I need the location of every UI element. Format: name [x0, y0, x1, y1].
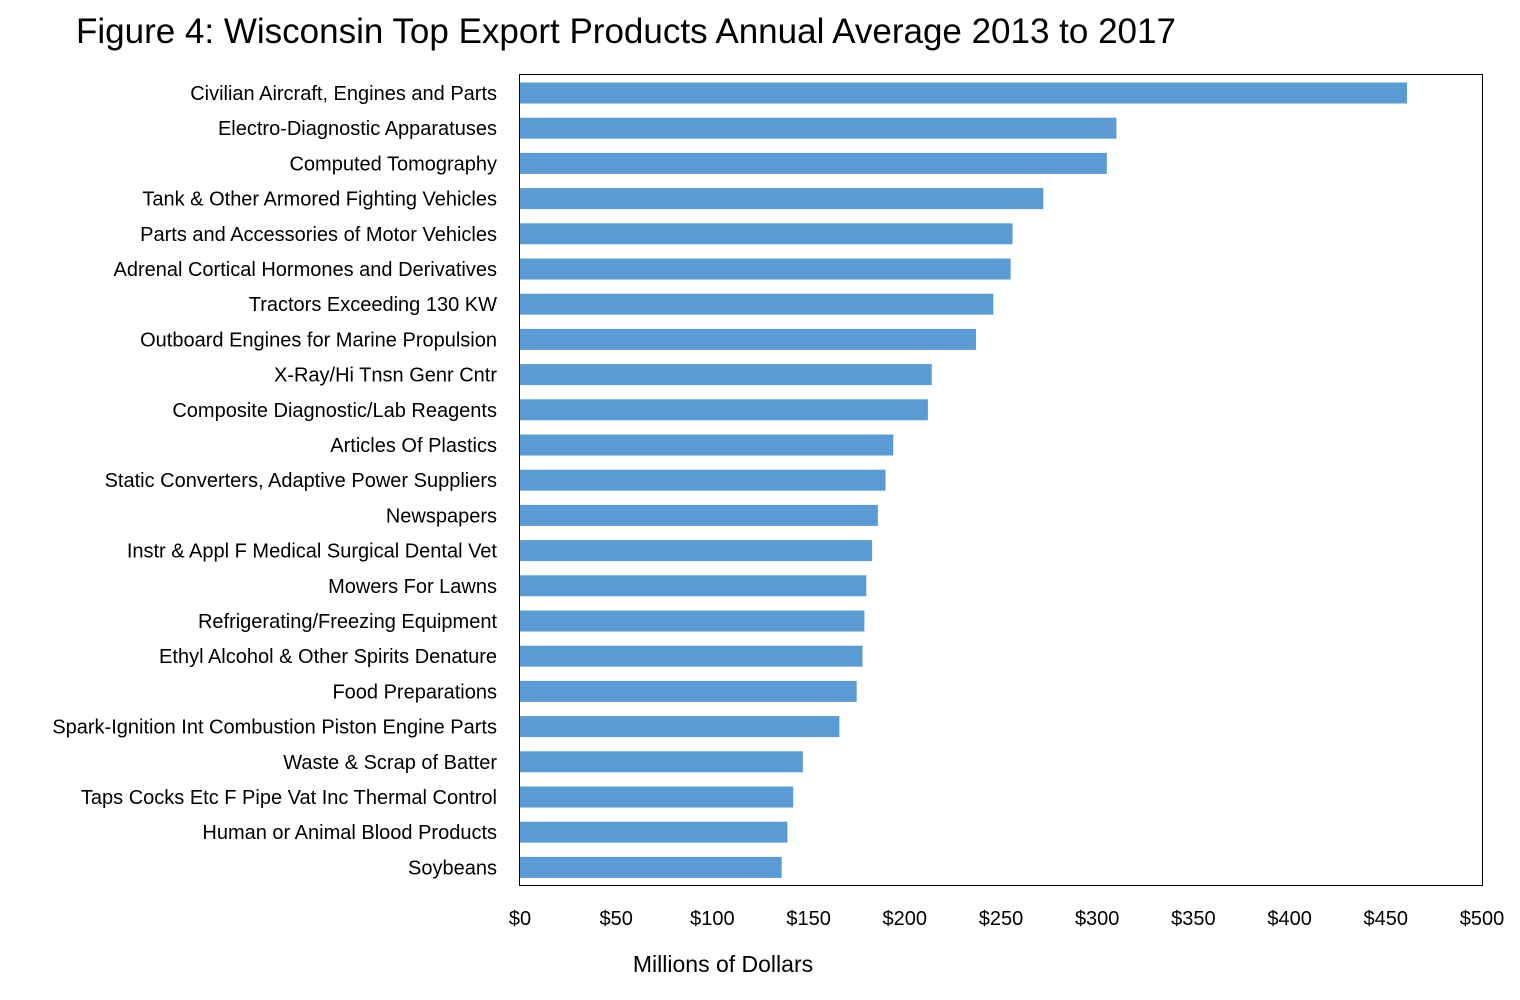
x-tick-label: $500 [1460, 908, 1505, 930]
category-label: Instr & Appl F Medical Surgical Dental V… [127, 541, 498, 563]
bar [520, 399, 928, 421]
x-tick-label: $250 [979, 908, 1024, 930]
category-label: Parts and Accessories of Motor Vehicles [140, 224, 497, 246]
chart-title: Figure 4: Wisconsin Top Export Products … [76, 12, 1176, 51]
bar [520, 504, 878, 526]
category-label: Waste & Scrap of Batter [283, 752, 497, 774]
bar [520, 575, 867, 597]
category-label: Articles Of Plastics [330, 435, 497, 457]
bar [520, 434, 894, 456]
x-tick-label: $200 [883, 908, 928, 930]
x-tick-labels: $0 $50 $100 $150 $200 $250 $300 $350 $400 $450 $50… [509, 908, 1504, 930]
bar [520, 680, 857, 702]
plot-area-frame [519, 74, 1483, 886]
category-label: Outboard Engines for Marine Propulsion [140, 329, 497, 351]
category-label: Taps Cocks Etc F Pipe Vat Inc Thermal Co… [81, 787, 497, 809]
category-label: Electro-Diagnostic Apparatuses [218, 118, 497, 140]
x-tick-label: $450 [1364, 908, 1409, 930]
bar [520, 716, 840, 738]
category-label: Tank & Other Armored Fighting Vehicles [142, 189, 497, 211]
category-label: Food Preparations [332, 681, 497, 703]
category-label: Static Converters, Adaptive Power Suppli… [105, 470, 497, 492]
bar [520, 786, 794, 808]
x-axis-title: Millions of Dollars [633, 951, 813, 977]
bar [520, 152, 1107, 174]
x-tick-label: $350 [1171, 908, 1216, 930]
x-tick-label: $100 [690, 908, 735, 930]
bar [520, 610, 865, 632]
x-tick-label: $50 [600, 908, 633, 930]
x-tick-label: $400 [1267, 908, 1312, 930]
x-tick-label: $150 [786, 908, 831, 930]
category-label: Adrenal Cortical Hormones and Derivative… [114, 259, 498, 281]
category-label: Human or Animal Blood Products [202, 822, 497, 844]
category-label: Computed Tomography [289, 153, 497, 175]
bar [520, 856, 782, 878]
category-label: Ethyl Alcohol & Other Spirits Denature [159, 646, 497, 668]
category-label: Spark-Ignition Int Combustion Piston Eng… [52, 717, 497, 739]
x-tick-label: $0 [509, 908, 531, 930]
category-label: Civilian Aircraft, Engines and Parts [190, 83, 497, 105]
bar [520, 82, 1407, 104]
bar [520, 223, 1013, 245]
category-label: Composite Diagnostic/Lab Reagents [172, 400, 497, 422]
category-label: Newspapers [386, 505, 497, 527]
category-label: Refrigerating/Freezing Equipment [198, 611, 497, 633]
bar [520, 188, 1044, 210]
bar [520, 364, 932, 386]
category-label: Tractors Exceeding 130 KW [249, 294, 497, 316]
category-label: Soybeans [408, 857, 497, 879]
bar [520, 117, 1117, 139]
bar [520, 751, 803, 773]
bar [520, 645, 863, 667]
bar [520, 540, 873, 562]
bar [520, 821, 788, 843]
bar [520, 469, 886, 491]
x-tick-label: $300 [1075, 908, 1120, 930]
bar [520, 293, 994, 315]
category-label: X-Ray/Hi Tnsn Genr Cntr [274, 365, 497, 387]
category-label: Mowers For Lawns [328, 576, 497, 598]
bar [520, 328, 976, 350]
bar [520, 258, 1011, 280]
category-labels: Civilian Aircraft, Engines and Parts Elec… [52, 83, 497, 879]
bars-group [520, 82, 1407, 878]
